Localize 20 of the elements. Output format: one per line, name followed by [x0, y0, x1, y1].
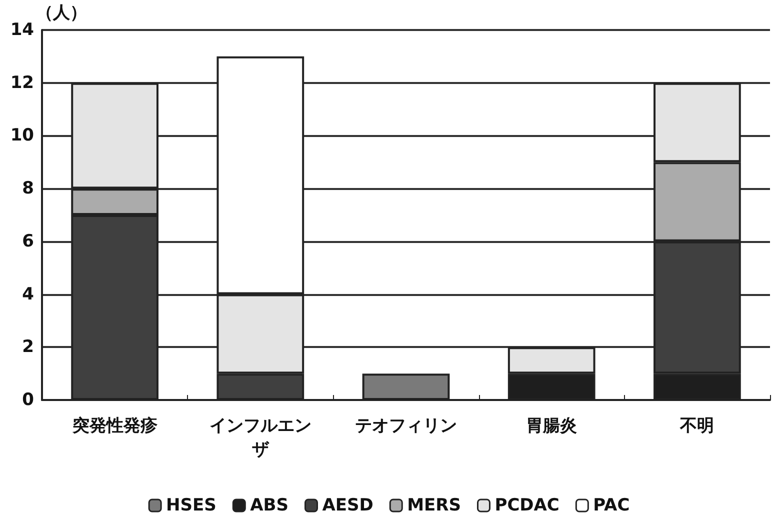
- legend-label: MERS: [407, 496, 461, 516]
- y-tick-label: 4: [22, 284, 34, 304]
- x-tick-label: テオフィリン: [355, 416, 457, 436]
- y-tick-label: 0: [22, 390, 34, 410]
- x-tick-label: 胃腸炎: [526, 416, 578, 436]
- y-tick-label: 10: [10, 126, 34, 146]
- y-tick-label: 8: [22, 178, 34, 199]
- x-tick-label: インフルエンザ: [209, 416, 312, 460]
- legend-label: ABS: [250, 496, 288, 516]
- y-axis-title: （人）: [36, 3, 87, 24]
- y-tick-label: 14: [10, 20, 34, 40]
- y-tick-label: 12: [10, 72, 34, 93]
- x-tick-label: 不明: [679, 416, 714, 436]
- legend-label: AESD: [322, 496, 374, 516]
- x-tick-label: 突発性発疹: [71, 416, 158, 436]
- y-tick-label: 2: [22, 337, 34, 358]
- legend-label: PAC: [593, 496, 630, 516]
- legend-label: PCDAC: [494, 496, 560, 516]
- y-tick-label: 6: [22, 231, 34, 252]
- legend-label: HSES: [166, 496, 216, 516]
